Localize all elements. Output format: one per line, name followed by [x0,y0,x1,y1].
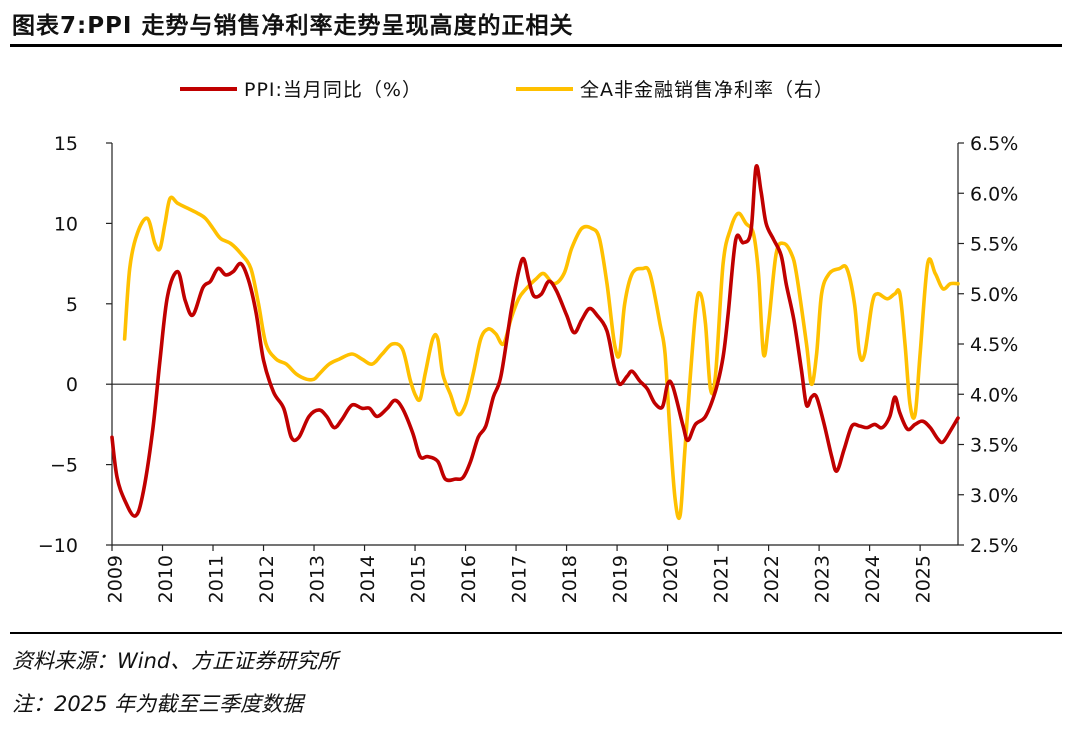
x-tick-label: 2015 [408,555,430,603]
chart-title: 图表7:PPI 走势与销售净利率走势呈现高度的正相关 [12,13,574,39]
y-left-tick-label: 0 [66,374,78,396]
y-right-tick-label: 4.0% [970,384,1018,406]
x-tick-label: 2019 [610,555,632,603]
title-rule [10,44,1062,47]
y-left-tick-label: 10 [54,213,78,235]
x-tick-label: 2017 [509,555,531,603]
x-tick-label: 2011 [206,555,228,603]
x-tick-label: 2014 [357,555,379,603]
x-tick-label: 2022 [761,555,783,603]
footer-rule [10,632,1062,634]
series-line-ppi [110,164,960,518]
y-right-tick-label: 3.5% [970,435,1018,457]
y-right-tick-label: 6.0% [970,183,1018,205]
chart: PPI:当月同比（%） 全A非金融销售净利率（右） 15 10 5 0 −5 −10 6.5… [38,79,1018,603]
x-tick-label: 2024 [862,555,884,603]
axes: 15 10 5 0 −5 −10 6.5% 6.0% 5.5% 5.0% 4.5% 4.0% 3.5% 3… [38,133,1018,603]
x-tick-label: 2020 [660,555,682,603]
x-tick-label: 2018 [559,555,581,603]
x-tick-label: 2009 [105,555,127,603]
legend: PPI:当月同比（%） 全A非金融销售净利率（右） [180,79,834,101]
x-tick-label: 2012 [256,555,278,603]
x-tick-label: 2025 [913,555,935,603]
source-note: 资料来源：Wind、方正证券研究所 [12,649,339,673]
y-left-tick-label: 5 [66,294,78,316]
x-tick-label: 2016 [458,555,480,603]
y-right-tick-label: 2.5% [970,535,1018,557]
y-right-tick-label: 5.0% [970,284,1018,306]
y-left-tick-label: −10 [38,535,78,557]
y-right-tick-label: 6.5% [970,133,1018,155]
footnote: 注：2025 年为截至三季度数据 [12,692,304,716]
series-layer [110,164,960,521]
legend-label-ppi: PPI:当月同比（%） [244,79,422,101]
series-line-net-margin [122,195,960,521]
legend-label-margin: 全A非金融销售净利率（右） [580,79,834,101]
x-tick-label: 2010 [155,555,177,603]
y-left-tick-label: −5 [50,455,78,477]
x-tick-label: 2023 [812,555,834,603]
y-left-tick-label: 15 [54,133,78,155]
y-right-tick-label: 5.5% [970,234,1018,256]
x-tick-label: 2013 [307,555,329,603]
y-right-tick-label: 3.0% [970,485,1018,507]
x-tick-label: 2021 [711,555,733,603]
y-right-tick-label: 4.5% [970,334,1018,356]
